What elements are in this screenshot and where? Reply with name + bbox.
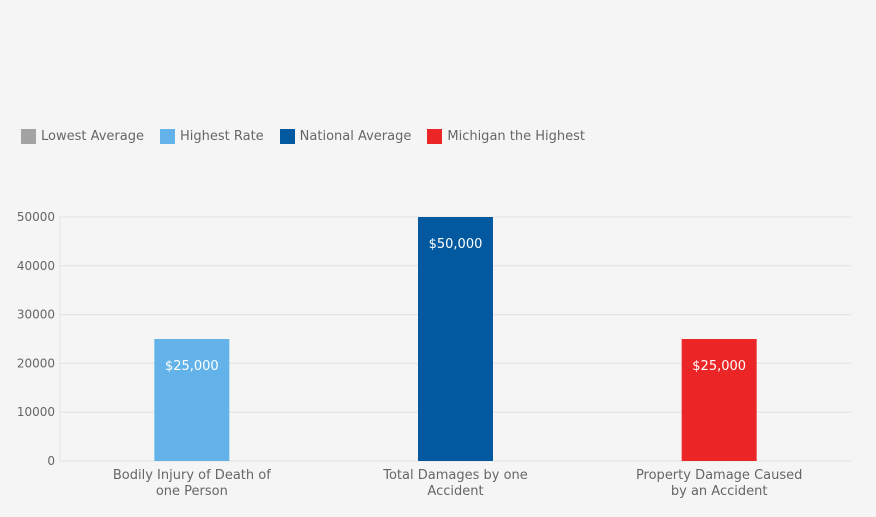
bar-0 [154, 339, 230, 461]
y-tick-label-2: 20000 [17, 356, 55, 370]
x-tick-label-2-0: Property Damage Caused [636, 468, 802, 483]
legend-label-michigan-highest: Michigan the Highest [447, 129, 585, 144]
legend-item-highest-rate[interactable]: Highest Rate [159, 129, 264, 144]
legend-swatch-michigan-highest [427, 129, 443, 144]
legend-label-lowest-average: Lowest Average [41, 129, 144, 144]
legend-swatch-national-average [279, 129, 295, 144]
legend-item-lowest-average[interactable]: Lowest Average [21, 129, 144, 144]
bar-value-label-1: $50,000 [429, 237, 483, 252]
bar-value-label-2: $25,000 [692, 359, 746, 374]
x-tick-label-1-0: Total Damages by one [382, 468, 528, 483]
x-tick-label-1-1: Accident [427, 484, 483, 499]
chart-legend: Lowest Average Highest Rate National Ave… [21, 129, 601, 144]
y-tick-label-5: 50000 [17, 210, 55, 224]
legend-swatch-lowest-average [21, 129, 36, 144]
y-tick-label-4: 40000 [17, 259, 55, 273]
bar-2 [681, 339, 757, 461]
y-tick-label-0: 0 [47, 454, 55, 468]
legend-item-national-average[interactable]: National Average [279, 129, 412, 144]
y-tick-label-1: 10000 [17, 405, 55, 419]
bar-1 [418, 217, 493, 461]
legend-label-highest-rate: Highest Rate [179, 129, 264, 144]
legend-swatch-highest-rate [159, 129, 175, 144]
y-tick-label-3: 30000 [17, 308, 55, 322]
x-tick-label-2-1: by an Accident [671, 484, 768, 499]
bar-value-label-0: $25,000 [165, 359, 219, 374]
x-tick-label-0-1: one Person [156, 484, 228, 499]
x-tick-label-0-0: Bodily Injury of Death of [113, 468, 271, 483]
legend-label-national-average: National Average [299, 129, 412, 144]
legend-item-michigan-highest[interactable]: Michigan the Highest [427, 129, 585, 144]
